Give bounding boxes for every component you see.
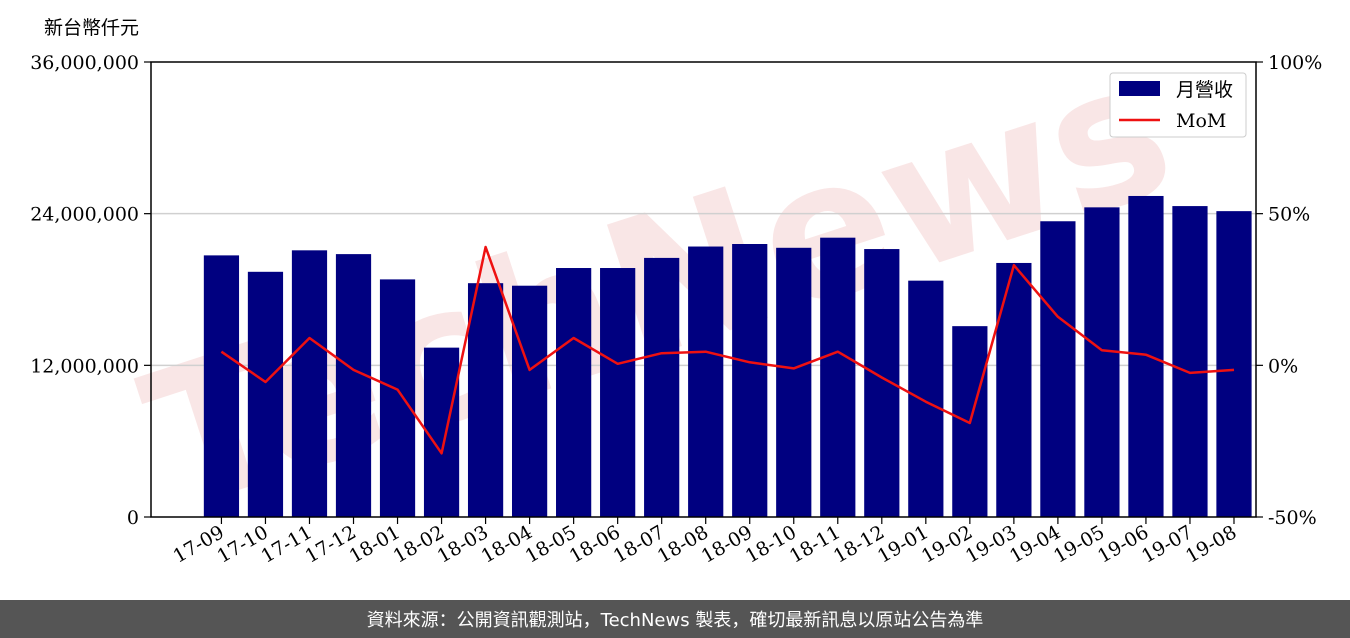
x-tick-label-19-08: 19-08 xyxy=(1182,521,1240,567)
mom-line xyxy=(220,245,1235,455)
bar-18-02 xyxy=(423,347,460,517)
bar-19-08 xyxy=(1216,211,1252,517)
left-tick-label: 12,000,000 xyxy=(30,355,139,377)
bar-19-03 xyxy=(996,262,1032,517)
chart: TechNews 012,000,00024,000,00036,000,000… xyxy=(30,16,1322,567)
mom-line-series xyxy=(220,245,1235,455)
legend-label-mom: MoM xyxy=(1176,110,1226,132)
bar-17-10 xyxy=(247,271,284,517)
bar-17-11 xyxy=(291,250,328,517)
bar-17-09 xyxy=(203,255,240,517)
unit-label: 新台幣仟元 xyxy=(44,17,139,39)
right-tick-label: 50% xyxy=(1268,204,1310,226)
bar-19-01 xyxy=(908,280,944,517)
bar-19-04 xyxy=(1040,221,1076,517)
legend-swatch-bar xyxy=(1119,81,1160,96)
bar-18-08 xyxy=(688,246,724,517)
bar-18-04 xyxy=(511,285,548,517)
legend: 月營收 MoM xyxy=(1109,72,1247,138)
bar-18-09 xyxy=(732,244,768,517)
right-tick-label: 0% xyxy=(1268,355,1298,377)
bar-19-05 xyxy=(1084,207,1120,517)
plot-frame xyxy=(150,61,1257,518)
bar-18-11 xyxy=(820,237,856,518)
bar-18-03 xyxy=(467,283,504,517)
footer-source-text: 資料來源：公開資訊觀測站，TechNews 製表，確切最新訊息以原站公告為準 xyxy=(366,610,984,631)
left-tick-label: 0 xyxy=(127,507,139,529)
bar-series xyxy=(203,195,1252,518)
axes xyxy=(150,61,1257,518)
bar-18-05 xyxy=(556,268,592,517)
left-tick-label: 36,000,000 xyxy=(30,52,139,74)
bar-18-01 xyxy=(379,279,416,517)
right-tick-label: 100% xyxy=(1268,52,1322,74)
bar-18-06 xyxy=(600,268,636,517)
legend-label-revenue: 月營收 xyxy=(1176,79,1233,101)
footer-bar: 資料來源：公開資訊觀測站，TechNews 製表，確切最新訊息以原站公告為準 xyxy=(0,600,1350,638)
right-tick-label: -50% xyxy=(1268,507,1317,529)
bar-18-07 xyxy=(644,257,680,517)
bar-17-12 xyxy=(335,254,372,517)
bar-19-07 xyxy=(1172,206,1208,518)
bar-19-06 xyxy=(1128,195,1164,517)
left-tick-label: 24,000,000 xyxy=(30,204,139,226)
bar-18-10 xyxy=(776,247,812,517)
